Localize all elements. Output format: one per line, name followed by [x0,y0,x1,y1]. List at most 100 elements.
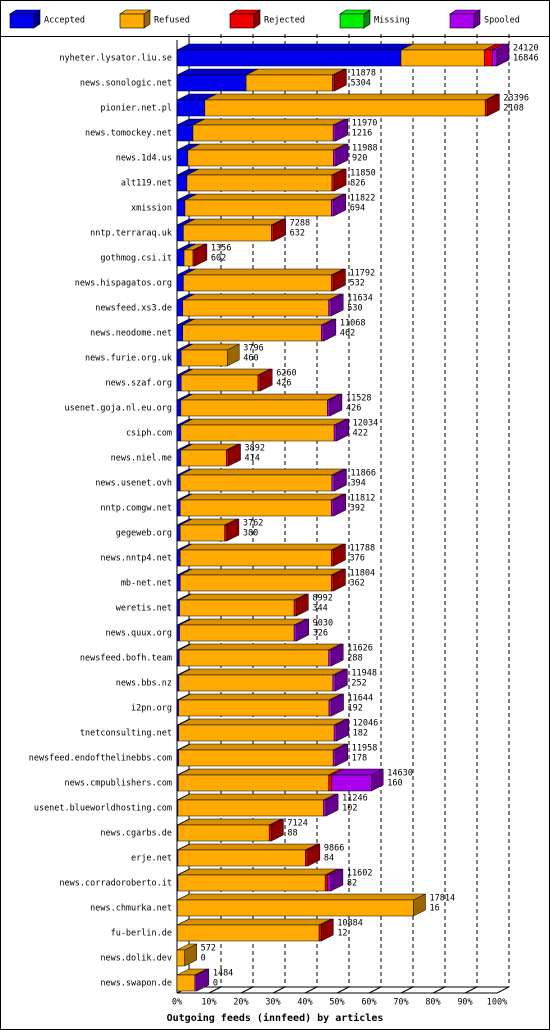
value-label: 426 [346,404,361,414]
bar-segment [333,724,337,742]
y-tick-label: news.tomockey.net [85,129,172,139]
bar-side [184,943,197,967]
bar-segment [177,799,324,817]
bar-segment [271,224,274,242]
value-label: 11958 [352,744,378,754]
x-tick [432,986,446,994]
bar-segment [186,174,333,192]
value-label: 462 [340,329,355,339]
bar-side [226,518,240,542]
bar-top [176,43,414,51]
x-tick [368,986,382,994]
legend-swatch [9,13,35,29]
y-tick-label: news.quux.org [105,629,172,639]
value-label: 530 [347,304,362,314]
value-label: 12 [337,929,347,939]
value-label: 11822 [350,194,376,204]
y-tick-label: nyheter.lysator.liu.se [59,54,172,64]
bar-segment [483,49,493,67]
y-tick-label: csiph.com [126,429,172,439]
bar-segment [176,249,185,267]
x-tick [240,986,254,994]
x-tick [272,986,286,994]
x-tick [336,986,350,994]
value-label: 12046 [353,719,379,729]
bar-segment [332,124,336,142]
value-label: 288 [347,654,362,664]
value-label: 1216 [352,129,372,139]
bar-side [296,618,309,642]
bar-segment [400,49,485,67]
bar-top [177,818,282,826]
bar-segment [183,224,272,242]
bar-segment [318,924,322,942]
bar-side [333,168,347,192]
bar-top [187,143,346,151]
bar-segment [176,599,180,617]
value-label: 16 [429,904,439,914]
value-label: 11602 [347,869,373,879]
legend-label: Spooled [484,16,520,26]
bar-segment [176,149,189,167]
bar-segment [194,974,198,992]
bar-top [400,43,497,51]
bar-segment [184,199,332,217]
bar-segment [328,699,332,717]
bar-segment [226,449,229,467]
y-tick-label: news.chmurka.net [90,904,172,914]
value-label: 2108 [503,104,523,114]
bar-segment [305,849,309,867]
value-label: 9030 [313,619,333,629]
x-axis-title: Outgoing feeds (innfeed) by articles [167,1012,384,1024]
bar-segment [182,299,329,317]
bar-segment [176,274,184,292]
bar-segment [178,674,334,692]
bar-segment [176,949,185,967]
y-tick-label: news.cgarbs.de [100,829,172,839]
bar-segment [332,674,336,692]
bar-top [180,468,344,476]
bar-segment [176,424,182,442]
y-tick-label: news.nntp4.net [100,554,172,564]
bar-segment [245,74,333,92]
bar-segment [331,474,335,492]
bar-segment [176,324,184,342]
bar-top [182,293,341,301]
bar-top [204,93,498,101]
y-tick-label: xmission [131,204,172,214]
bar-segment [177,849,306,867]
bar-segment [176,99,206,117]
bar-segment [484,99,488,117]
value-label: 9866 [324,844,344,854]
value-label: 11970 [352,119,378,129]
bar-segment [178,749,334,767]
bar-top [177,918,332,926]
value-label: 23396 [503,94,529,104]
value-label: 394 [350,479,365,489]
value-label: 1356 [211,244,231,254]
bar-segment [328,774,333,792]
bar-segment [328,299,332,317]
bar-segment [330,274,334,292]
value-label: 11988 [352,144,378,154]
y-tick-label: news.sonologic.net [80,79,172,89]
value-label: 3796 [243,344,263,354]
bar-segment [331,174,335,192]
x-tick-label: 50% [329,998,344,1008]
y-tick-label: newsfeed.xs3.de [95,304,172,314]
legend-label: Refused [154,16,190,26]
bar-segment [327,874,332,892]
bar-segment [178,699,330,717]
bar-top [176,68,259,76]
bar-side [330,293,344,317]
y-tick-label: news.cmpublishers.com [65,779,172,789]
value-label: 11792 [349,269,375,279]
value-label: 7124 [287,819,307,829]
value-label: 11644 [348,694,374,704]
y-tick-label: mb-net.net [121,579,172,589]
value-label: 14630 [387,769,413,779]
bar-segment [179,499,332,517]
bar-segment [176,224,184,242]
value-label: 24120 [513,44,539,54]
bar-segment [179,574,332,592]
